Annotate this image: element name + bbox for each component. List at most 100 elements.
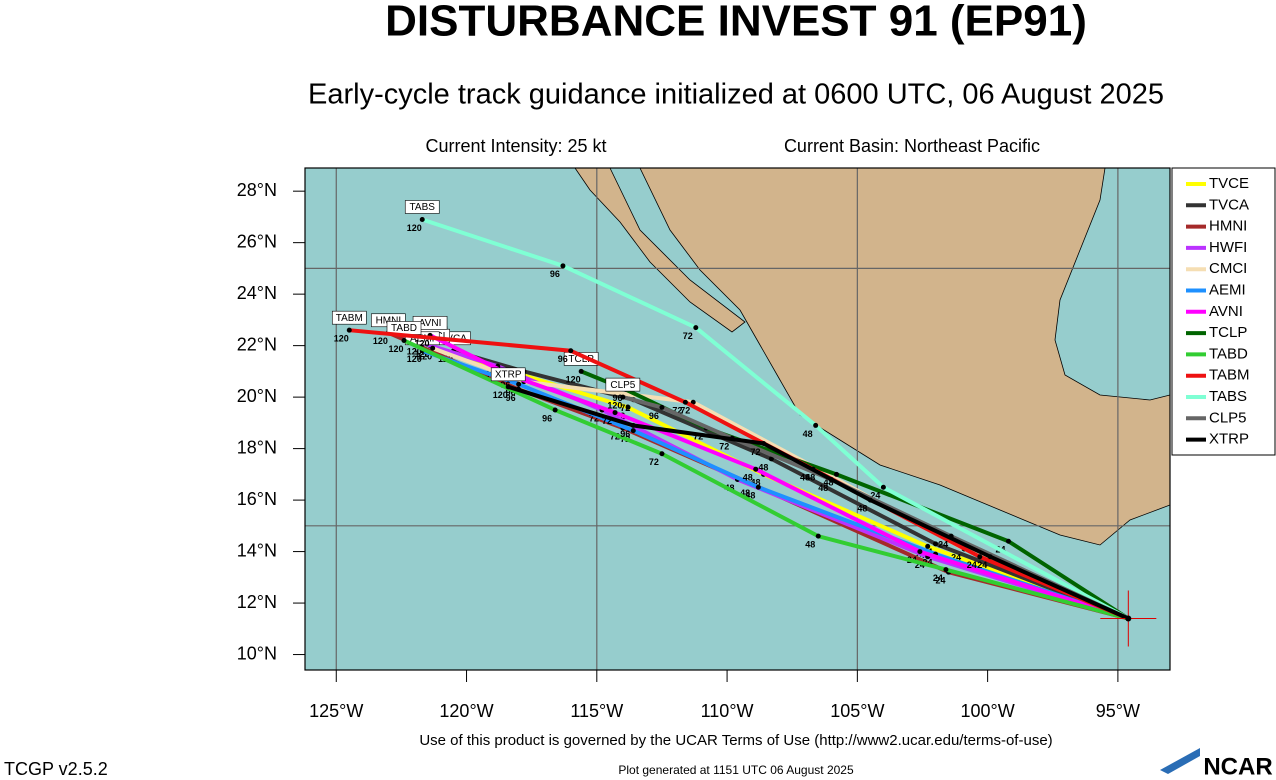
hour-label: 120 (415, 339, 430, 349)
legend-label: XTRP (1209, 431, 1249, 448)
hour-label: 120 (373, 336, 388, 346)
hour-label: 48 (805, 540, 815, 550)
track-end-label: TABM (336, 313, 363, 324)
y-tick-label: 22°N (237, 334, 277, 354)
track-point (620, 394, 626, 400)
track-end-label: TABD (391, 323, 417, 334)
track-line (421, 217, 1130, 621)
frame (304, 167, 1171, 671)
track-point (578, 368, 584, 374)
track-point (813, 422, 819, 428)
hour-label: 24 (923, 558, 933, 568)
hour-label: 48 (740, 488, 750, 498)
track-end-box (490, 367, 526, 382)
hour-label: 24 (936, 576, 946, 586)
hour-label: 72 (683, 331, 693, 341)
hour-label: 48 (743, 473, 753, 483)
hour-label: 72 (649, 457, 659, 467)
track-point (943, 567, 949, 573)
hour-label: 24 (951, 552, 961, 562)
y-tick-label: 26°N (237, 231, 277, 251)
track-line (507, 384, 1130, 621)
hour-label: 120 (407, 223, 422, 233)
hour-label: 48 (745, 491, 755, 501)
land (574, 167, 1171, 546)
y-tick-label: 28°N (237, 180, 277, 200)
track-point (430, 345, 436, 351)
track-end-label: HMNI (376, 315, 402, 326)
track-point (552, 407, 558, 413)
x-tick-label: 100°W (961, 701, 1015, 721)
y-tick-label: 20°N (237, 386, 277, 406)
hour-label: 48 (751, 478, 761, 488)
hour-label: 120 (493, 390, 508, 400)
track-point (917, 549, 923, 555)
hour-label: 24 (933, 573, 943, 583)
track-point (659, 451, 665, 457)
track-point (933, 541, 939, 547)
y-tick-label: 16°N (237, 489, 277, 509)
legend-label: TVCE (1209, 175, 1249, 192)
track-point (834, 471, 840, 477)
hour-label: 72 (680, 406, 690, 416)
legend-label: AVNI (1209, 303, 1243, 320)
track-point (346, 327, 352, 333)
logo-mark (1160, 748, 1200, 774)
baja (574, 167, 746, 333)
hour-label: 48 (800, 473, 810, 483)
track-point (987, 554, 993, 560)
hour-label: 72 (620, 403, 630, 413)
y-tick-label: 10°N (237, 643, 277, 663)
hour-label: 120 (417, 352, 432, 362)
track-point (505, 384, 511, 390)
subtitle: Early-cycle track guidance initialized a… (308, 79, 1164, 111)
hour-label: 120 (607, 400, 622, 410)
hour-label: 72 (602, 416, 612, 426)
hour-label: 96 (506, 388, 516, 398)
track-end-box (331, 310, 367, 325)
track-end-label: TCLP (568, 354, 594, 365)
hour-label: 72 (672, 406, 682, 416)
hour-label: 120 (334, 334, 349, 344)
hour-label: 48 (823, 478, 833, 488)
track-point (880, 484, 886, 490)
hour-label: 48 (857, 503, 867, 513)
hour-label: 48 (805, 473, 815, 483)
basin: Current Basin: Northeast Pacific (784, 136, 1040, 156)
hour-label: 72 (719, 442, 729, 452)
plot: 24487296120TVCE24487296120TVCA2448729612… (305, 168, 1170, 670)
hour-label: 24 (915, 560, 925, 570)
track-point (761, 440, 767, 446)
track-point (560, 263, 566, 269)
terms: Use of this product is governed by the U… (419, 732, 1052, 749)
title: DISTURBANCE INVEST 91 (EP91) (385, 0, 1087, 46)
hour-label: 24 (870, 491, 880, 501)
hour-label: 96 (550, 269, 560, 279)
x-tick-label: 110°W (701, 701, 754, 721)
hour-label: 120 (407, 346, 422, 356)
hour-label: 120 (566, 375, 581, 385)
track-line (622, 395, 1130, 621)
hour-label: 96 (558, 354, 568, 364)
y-tick-label: 18°N (237, 437, 277, 457)
y-tick-label: 12°N (237, 592, 277, 612)
track-point (659, 404, 665, 410)
legend-label: TABS (1209, 388, 1247, 405)
hour-label: 24 (977, 560, 987, 570)
y-tick-label: 14°N (237, 540, 277, 560)
track-end-label: CLP5 (610, 380, 635, 391)
track-line (349, 328, 1130, 621)
hour-label: 48 (803, 429, 813, 439)
legend-label: TABM (1209, 367, 1250, 384)
track-point (568, 348, 574, 354)
track-end-label: TABS (410, 202, 436, 213)
track-end-label: XTRP (495, 369, 522, 380)
legend-label: TCLP (1209, 324, 1247, 341)
hour-label: 96 (542, 413, 552, 423)
track-point (815, 533, 821, 539)
hour-label: 120 (415, 349, 430, 359)
hour-label: 72 (751, 447, 761, 457)
hour-label: 48 (818, 483, 828, 493)
intensity: Current Intensity: 25 kt (425, 136, 606, 156)
